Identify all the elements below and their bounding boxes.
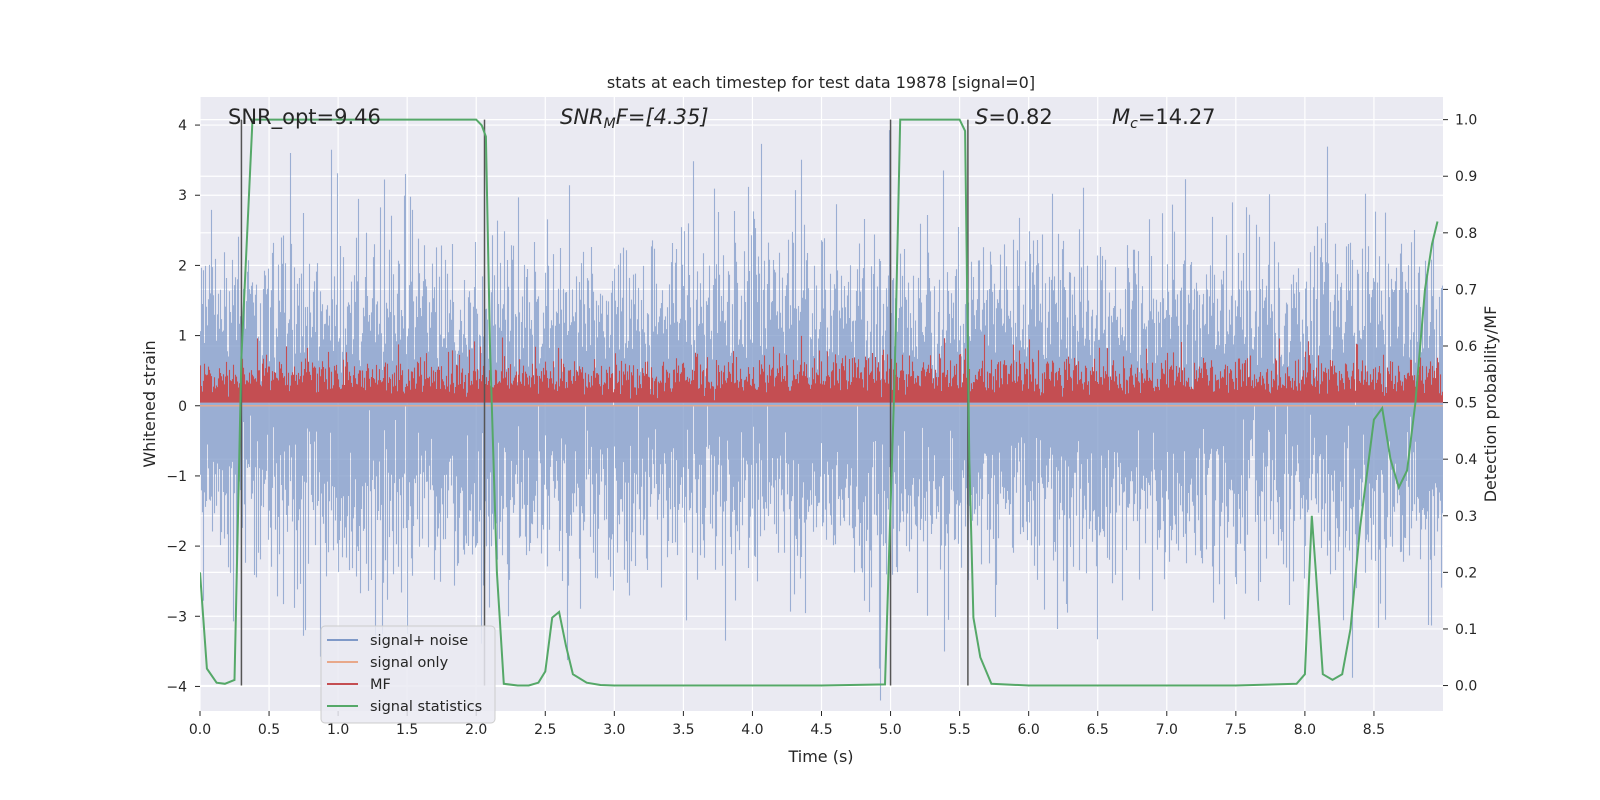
y2-tick-label-4: 0.4: [1455, 452, 1477, 468]
annotation-s-value: =0.82: [988, 105, 1052, 129]
y-tick-label-2: −2: [166, 539, 187, 555]
x-tick-label-12: 6.0: [1018, 722, 1040, 738]
x-tick-label-14: 7.0: [1156, 722, 1178, 738]
y-tick-label-8: 4: [178, 118, 187, 134]
x-tick-label-3: 1.5: [396, 722, 418, 738]
y2-tick-label-5: 0.5: [1455, 396, 1477, 412]
y2-tick-label-9: 0.9: [1455, 169, 1477, 185]
y2-tick-label-8: 0.8: [1455, 226, 1477, 242]
annotation-s-prefix: S: [975, 105, 988, 129]
y2-tick-label-3: 0.3: [1455, 509, 1477, 525]
annotation-s: S=0.82: [975, 105, 1053, 129]
annotation-mc: Mc=14.27: [1112, 105, 1216, 132]
x-tick-label-5: 2.5: [534, 722, 556, 738]
x-tick-label-2: 1.0: [327, 722, 349, 738]
x-tick-label-13: 6.5: [1087, 722, 1109, 738]
y-tick-label-5: 1: [178, 329, 187, 345]
x-axis-label: Time (s): [787, 747, 853, 766]
annotation-snr-mf-sub: M: [604, 116, 616, 132]
annotation-mc-sub: c: [1130, 116, 1138, 132]
x-tick-label-15: 7.5: [1225, 722, 1247, 738]
x-tick-label-9: 4.5: [810, 722, 832, 738]
x-tick-label-16: 8.0: [1294, 722, 1316, 738]
annotation-mc-prefix: M: [1112, 105, 1130, 129]
y2-tick-label-7: 0.7: [1455, 282, 1477, 298]
y-tick-label-7: 3: [178, 188, 187, 204]
legend-label-signal-noise: signal+ noise: [370, 633, 468, 649]
y-tick-label-0: −4: [166, 679, 187, 695]
annotation-snr-mf-prefix: SNR: [560, 105, 604, 129]
x-tick-label-1: 0.5: [258, 722, 280, 738]
y-tick-label-6: 2: [178, 258, 187, 274]
annotation-mc-value: =14.27: [1138, 105, 1216, 129]
x-tick-label-11: 5.5: [948, 722, 970, 738]
y2-tick-label-2: 0.2: [1455, 565, 1477, 581]
legend-label-mf: MF: [370, 677, 391, 693]
x-tick-label-10: 5.0: [879, 722, 901, 738]
x-tick-label-8: 4.0: [741, 722, 763, 738]
annotation-snr-opt: SNR_opt=9.46: [228, 105, 381, 130]
axes: 0.0 0.5 1.0 1.5 2.0 2.5 3.0 3.5 4.0 4.5 5.0 5.5 6.0 6…: [166, 113, 1477, 738]
x-tick-label-4: 2.0: [465, 722, 487, 738]
annotation-snr-mf: SNRMF=[4.35]: [560, 105, 709, 132]
legend: signal+ noise signal only MF signal stat…: [320, 625, 496, 724]
annotation-snr-mf-suffix: F=[4.35]: [616, 105, 709, 129]
x-tick-label-6: 3.0: [603, 722, 625, 738]
y2-tick-label-10: 1.0: [1455, 113, 1477, 129]
y2-tick-label-6: 0.6: [1455, 339, 1477, 355]
legend-label-signal-only: signal only: [370, 655, 449, 671]
y-tick-label-3: −1: [166, 469, 187, 485]
y-axis-label: Whitened strain: [140, 340, 159, 467]
chart-title: stats at each timestep for test data 198…: [607, 73, 1035, 92]
y-tick-label-1: −3: [166, 609, 187, 625]
legend-label-signal-statistics: signal statistics: [370, 699, 482, 715]
y2-tick-label-1: 0.1: [1455, 622, 1477, 638]
legend-box: [320, 625, 496, 724]
y2-tick-label-0: 0.0: [1455, 679, 1477, 695]
y-tick-label-4: 0: [178, 399, 187, 415]
annotations: SNR_opt=9.46 SNRMF=[4.35] S=0.82 Mc=14.2…: [228, 105, 1216, 132]
x-tick-label-0: 0.0: [189, 722, 211, 738]
series-signal-statistics: [200, 118, 1439, 687]
x-tick-label-7: 3.5: [672, 722, 694, 738]
series-layer: [200, 118, 1443, 701]
y2-axis-label: Detection probability/MF: [1481, 306, 1500, 503]
x-tick-label-17: 8.5: [1363, 722, 1385, 738]
